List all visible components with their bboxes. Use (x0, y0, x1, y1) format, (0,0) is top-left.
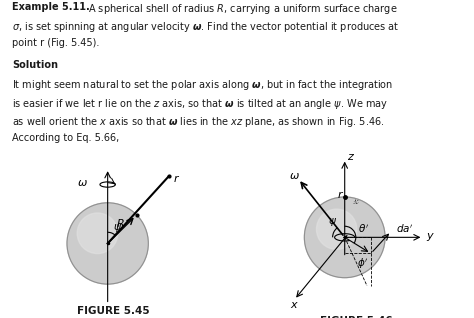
Text: According to Eq. 5.66,: According to Eq. 5.66, (12, 134, 119, 143)
Text: $\omega$: $\omega$ (77, 178, 88, 188)
Text: $da'$: $da'$ (396, 223, 413, 235)
Text: Example 5.11.: Example 5.11. (12, 2, 90, 11)
Text: $\mathscr{z}$: $\mathscr{z}$ (352, 197, 359, 206)
Text: $\sigma$, is set spinning at angular velocity $\boldsymbol{\omega}$. Find the ve: $\sigma$, is set spinning at angular vel… (12, 20, 400, 34)
Text: $y$: $y$ (426, 231, 435, 243)
Text: Solution: Solution (12, 60, 58, 70)
Circle shape (67, 203, 148, 284)
Text: It might seem natural to set the polar axis along $\boldsymbol{\omega}$, but in : It might seem natural to set the polar a… (12, 78, 393, 92)
Text: $\psi$: $\psi$ (113, 222, 122, 234)
Circle shape (304, 197, 385, 278)
Text: $r$: $r$ (337, 190, 345, 200)
Text: $x$: $x$ (290, 300, 299, 310)
Text: $r$: $r$ (173, 173, 181, 184)
Text: $\theta'$: $\theta'$ (357, 223, 369, 235)
Circle shape (77, 213, 118, 254)
Circle shape (317, 209, 357, 249)
Text: $\omega$: $\omega$ (289, 171, 300, 181)
Text: $z$: $z$ (347, 152, 355, 162)
Text: FIGURE 5.45: FIGURE 5.45 (77, 307, 150, 316)
Text: $\psi$: $\psi$ (328, 216, 337, 228)
Text: point r (Fig. 5.45).: point r (Fig. 5.45). (12, 38, 99, 48)
Text: as well orient the $x$ axis so that $\boldsymbol{\omega}$ lies in the $xz$ plane: as well orient the $x$ axis so that $\bo… (12, 115, 384, 129)
Text: $\phi'$: $\phi'$ (357, 256, 368, 271)
Text: $R$: $R$ (116, 217, 125, 229)
Text: is easier if we let r lie on the $z$ axis, so that $\boldsymbol{\omega}$ is tilt: is easier if we let r lie on the $z$ axi… (12, 97, 388, 111)
Text: A spherical shell of radius $R$, carrying a uniform surface charge: A spherical shell of radius $R$, carryin… (82, 2, 398, 16)
Text: FIGURE 5.46: FIGURE 5.46 (320, 316, 393, 318)
